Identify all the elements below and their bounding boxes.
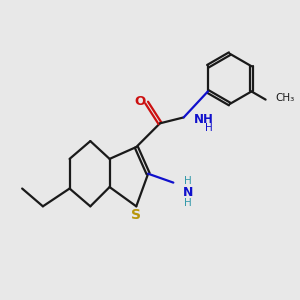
- Text: H: H: [205, 123, 213, 133]
- Text: H: H: [184, 198, 192, 208]
- Text: N: N: [183, 187, 193, 200]
- Text: O: O: [134, 94, 146, 108]
- Text: NH: NH: [194, 113, 214, 126]
- Text: H: H: [184, 176, 192, 186]
- Text: CH₃: CH₃: [275, 93, 294, 103]
- Text: S: S: [131, 208, 141, 222]
